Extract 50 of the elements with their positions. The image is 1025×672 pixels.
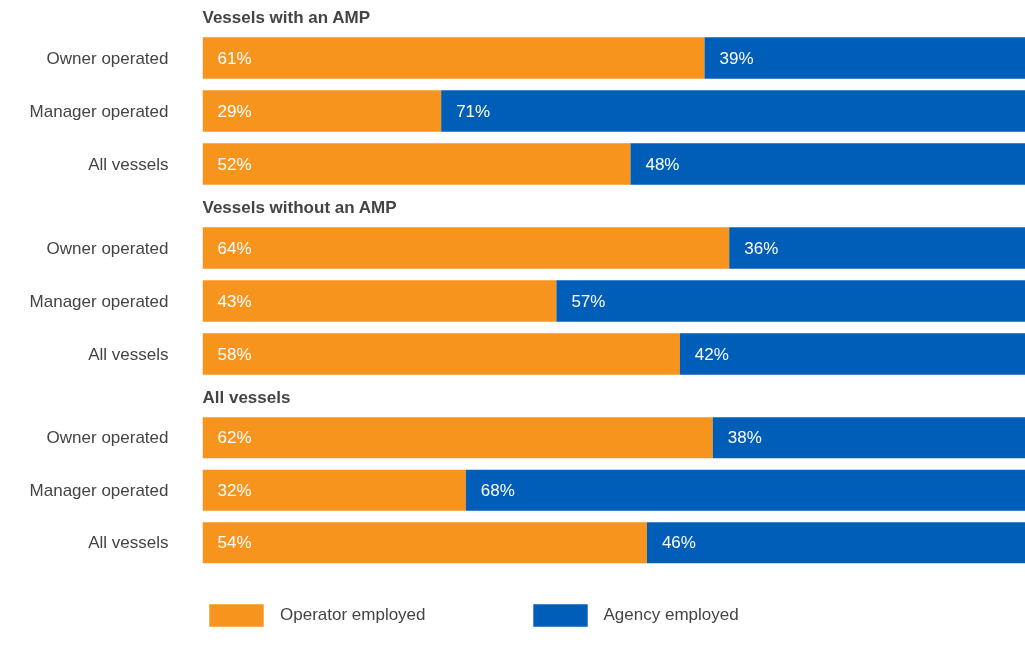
data-label: 46% bbox=[661, 533, 696, 553]
data-label: 42% bbox=[694, 344, 729, 364]
bar bbox=[679, 333, 1025, 375]
bar bbox=[704, 37, 1025, 79]
data-label: 54% bbox=[217, 533, 252, 553]
chart-title: Vessels without an AMP bbox=[202, 197, 397, 217]
data-label: 68% bbox=[480, 480, 515, 500]
bar bbox=[630, 143, 1025, 185]
data-label: 57% bbox=[571, 291, 606, 311]
data-label: 64% bbox=[217, 238, 252, 258]
data-label: 52% bbox=[217, 154, 252, 174]
bar bbox=[202, 417, 713, 459]
data-label: 43% bbox=[217, 291, 252, 311]
y-tick-label: All vessels bbox=[88, 533, 169, 553]
bar bbox=[556, 280, 1025, 322]
bar bbox=[202, 90, 442, 132]
data-label: 32% bbox=[217, 480, 252, 500]
data-label: 48% bbox=[645, 154, 680, 174]
data-label: 62% bbox=[217, 428, 252, 448]
y-tick-label: All vessels bbox=[88, 154, 169, 174]
legend-label: Operator employed bbox=[280, 605, 426, 625]
bar bbox=[441, 90, 1025, 132]
data-label: 29% bbox=[217, 101, 252, 121]
bar bbox=[465, 469, 1025, 511]
bar bbox=[202, 333, 680, 375]
bar bbox=[202, 469, 466, 511]
data-label: 38% bbox=[727, 428, 762, 448]
bar bbox=[646, 522, 1025, 564]
bar bbox=[202, 522, 647, 564]
bar bbox=[729, 227, 1025, 269]
data-label: 39% bbox=[719, 48, 754, 68]
data-label: 58% bbox=[217, 344, 252, 364]
y-tick-label: Manager operated bbox=[29, 291, 169, 311]
bar bbox=[202, 227, 730, 269]
y-tick-label: Manager operated bbox=[29, 480, 169, 500]
data-label: 71% bbox=[456, 101, 491, 121]
bar bbox=[202, 280, 557, 322]
chart-title: All vessels bbox=[202, 387, 291, 407]
y-tick-label: Owner operated bbox=[46, 238, 169, 258]
data-label: 36% bbox=[744, 238, 779, 258]
legend-label: Agency employed bbox=[603, 605, 739, 625]
bar bbox=[712, 417, 1025, 459]
bar bbox=[202, 143, 631, 185]
y-tick-label: All vessels bbox=[88, 344, 169, 364]
y-tick-label: Owner operated bbox=[46, 428, 169, 448]
chart-title: Vessels with an AMP bbox=[202, 7, 371, 27]
y-tick-label: Manager operated bbox=[29, 101, 169, 121]
data-label: 61% bbox=[217, 48, 252, 68]
y-tick-label: Owner operated bbox=[46, 48, 169, 68]
bar bbox=[202, 37, 705, 79]
